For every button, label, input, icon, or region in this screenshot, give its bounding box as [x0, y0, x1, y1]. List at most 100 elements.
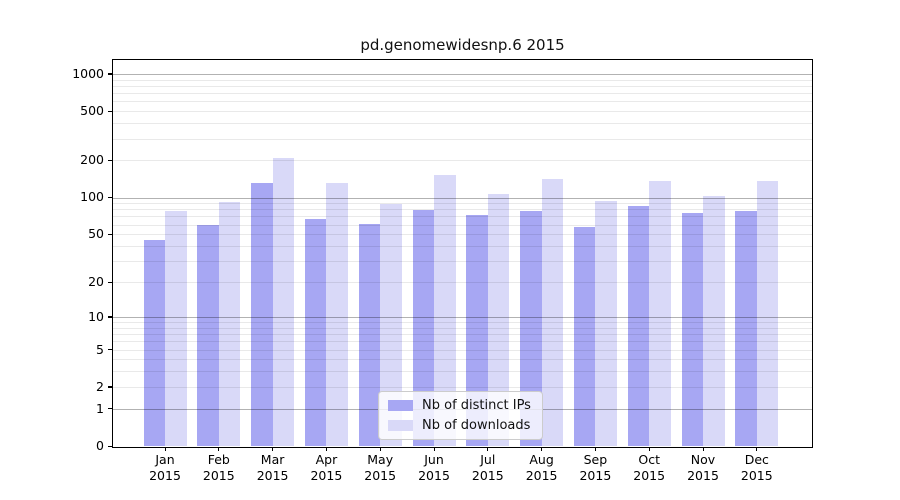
- bar-distinct-ips-dec: [735, 211, 757, 446]
- gridline-minor: [113, 160, 812, 162]
- gridline-minor: [113, 85, 812, 87]
- legend-label-distinct-ips: Nb of distinct IPs: [422, 398, 531, 413]
- gridline-minor: [113, 138, 812, 140]
- gridline-minor: [113, 224, 812, 226]
- gridline-minor: [113, 261, 812, 263]
- bar-distinct-ips-jul: [466, 214, 488, 446]
- bar-distinct-ips-may: [358, 223, 381, 446]
- bar-distinct-ips-nov: [681, 212, 703, 446]
- gridline-major: [113, 197, 812, 199]
- bar-distinct-ips-feb: [197, 224, 219, 446]
- bar-distinct-ips-jan: [143, 239, 165, 446]
- bar-downloads-jun: [434, 175, 456, 446]
- x-tick-mark: [433, 447, 435, 451]
- gridline-minor: [113, 209, 812, 211]
- x-tick-label: Dec 2015: [740, 452, 773, 483]
- gridline-minor: [113, 371, 812, 373]
- x-tick-mark: [541, 447, 543, 451]
- y-tick-mark: [108, 386, 112, 388]
- gridline-minor: [113, 322, 812, 323]
- gridline-major: [113, 316, 812, 318]
- legend-label-downloads: Nb of downloads: [422, 418, 531, 433]
- gridline-minor: [113, 349, 812, 351]
- x-tick-label: May 2015: [364, 452, 397, 483]
- y-tick-mark: [108, 349, 112, 351]
- legend-item-distinct-ips: Nb of distinct IPs: [388, 398, 531, 413]
- bar-downloads-nov: [703, 195, 725, 446]
- bar-downloads-jan: [165, 211, 187, 446]
- gridline-minor: [113, 79, 812, 81]
- x-tick-mark: [648, 447, 650, 451]
- x-tick-mark: [379, 447, 381, 451]
- y-tick-label: 20: [88, 274, 104, 290]
- bar-downloads-dec: [756, 181, 779, 446]
- gridline-major: [113, 73, 812, 75]
- x-tick-mark: [487, 447, 489, 451]
- bar-distinct-ips-oct: [627, 206, 650, 446]
- y-tick-label: 0: [96, 438, 104, 453]
- plot-area: Nb of distinct IPs Nb of downloads: [112, 59, 813, 448]
- gridline-minor: [113, 93, 812, 95]
- x-tick-label: Jul 2015: [471, 452, 504, 483]
- legend-item-downloads: Nb of downloads: [388, 418, 531, 433]
- y-tick-label: 10: [88, 308, 104, 324]
- y-tick-mark: [108, 408, 112, 410]
- x-tick-label: Feb 2015: [202, 452, 235, 483]
- bar-distinct-ips-apr: [304, 218, 327, 446]
- gridline-minor: [113, 101, 812, 103]
- x-tick-mark: [272, 447, 274, 451]
- y-tick-mark: [108, 159, 112, 162]
- legend-swatch-distinct-ips: [388, 400, 413, 411]
- x-tick-mark: [702, 447, 704, 451]
- bar-distinct-ips-aug: [520, 211, 542, 446]
- gridline-minor: [113, 341, 812, 343]
- gridline-minor: [113, 327, 812, 329]
- x-tick-label: Apr 2015: [310, 452, 343, 483]
- y-tick-label: 50: [88, 226, 104, 242]
- y-tick-mark: [108, 445, 112, 447]
- y-tick-mark: [108, 281, 112, 283]
- bar-downloads-sep: [595, 201, 617, 446]
- bar-distinct-ips-mar: [251, 183, 273, 446]
- y-tick-mark: [108, 316, 112, 318]
- bar-downloads-mar: [272, 158, 295, 446]
- gridline-minor: [113, 282, 812, 283]
- gridline-minor: [113, 246, 812, 247]
- bar-downloads-feb: [218, 202, 241, 446]
- y-tick-label: 2: [96, 378, 104, 394]
- x-tick-label: Jun 2015: [418, 452, 450, 483]
- y-tick-label: 200: [80, 152, 104, 168]
- x-tick-label: Mar 2015: [256, 452, 289, 483]
- bar-downloads-jul: [487, 194, 510, 446]
- bar-distinct-ips-sep: [573, 227, 596, 446]
- bar-distinct-ips-jun: [412, 210, 434, 446]
- bar-downloads-may: [380, 204, 402, 446]
- x-tick-label: Oct 2015: [633, 452, 666, 483]
- y-tick-label: 1000: [72, 65, 104, 81]
- x-tick-label: Aug 2015: [525, 452, 558, 483]
- gridline-minor: [113, 386, 812, 388]
- x-tick-mark: [756, 447, 758, 451]
- bar-downloads-apr: [326, 183, 348, 446]
- gridline-minor: [113, 203, 812, 205]
- grid-layer: [113, 60, 812, 447]
- bars-layer: [113, 60, 812, 447]
- y-tick-mark: [108, 233, 112, 235]
- legend: Nb of distinct IPs Nb of downloads: [378, 391, 543, 440]
- y-tick-label: 1: [96, 400, 104, 416]
- gridline-minor: [113, 234, 812, 236]
- x-tick-mark: [594, 447, 597, 451]
- bar-downloads-oct: [649, 180, 671, 446]
- y-tick-mark: [108, 110, 112, 112]
- x-tick-label: Nov 2015: [687, 452, 719, 483]
- x-tick-label: Jan 2015: [149, 452, 181, 483]
- gridline-minor: [113, 334, 812, 335]
- bar-downloads-aug: [541, 179, 564, 446]
- x-tick-mark: [164, 447, 166, 451]
- y-tick-mark: [108, 73, 112, 75]
- x-tick-mark: [325, 447, 328, 451]
- gridline-minor: [113, 123, 812, 125]
- gridline-minor: [113, 216, 812, 218]
- x-tick-mark: [218, 447, 220, 451]
